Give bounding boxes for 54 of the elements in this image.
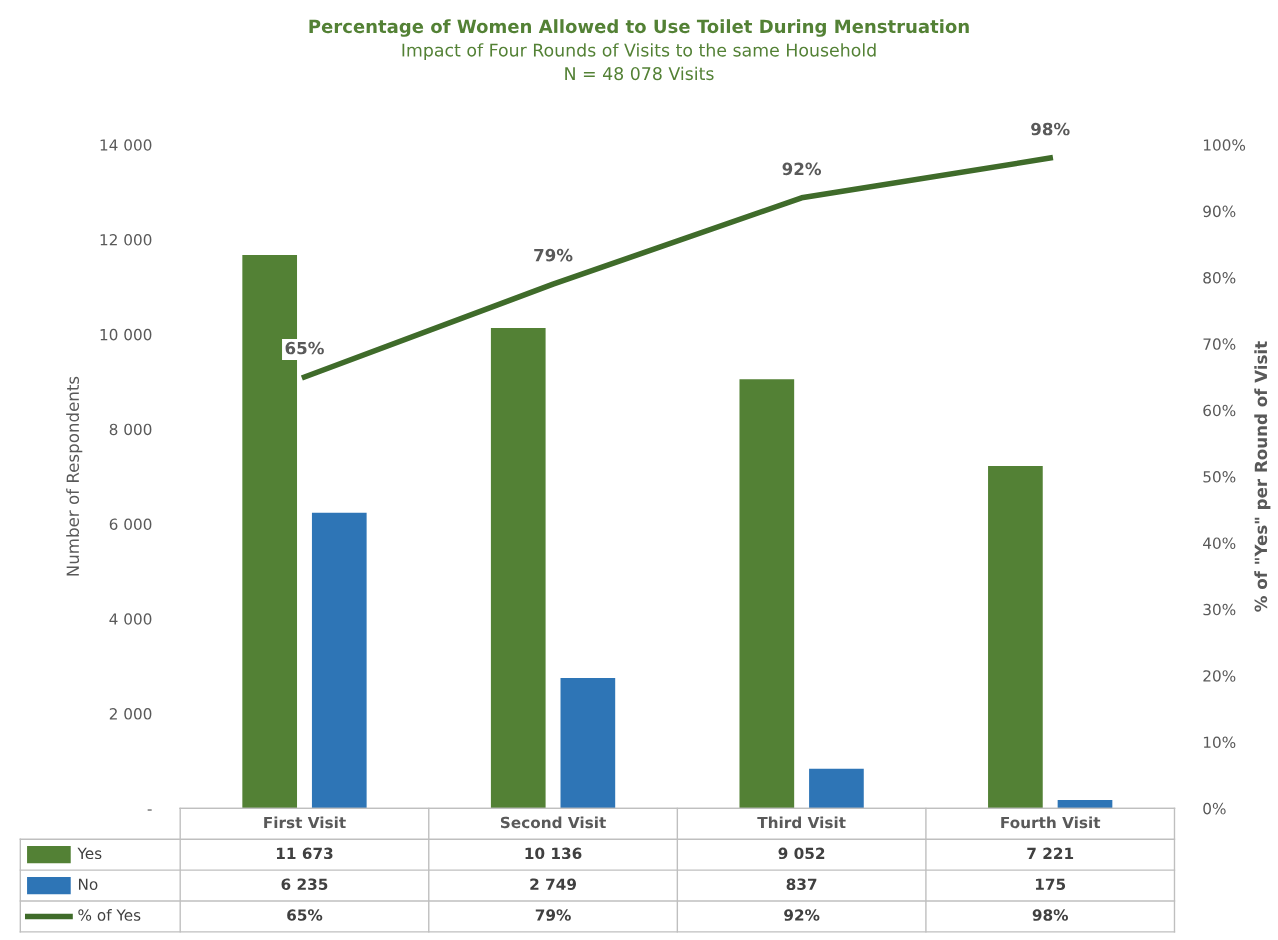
text: 79% <box>534 248 573 262</box>
y-axis-title: Number of Respondents <box>66 376 83 576</box>
bar <box>311 512 367 809</box>
data-label: 79% <box>535 909 571 921</box>
bar <box>739 379 795 809</box>
x-tick-label: Second Visit <box>500 816 606 829</box>
data-label: 11 673 <box>276 847 333 860</box>
y2-tick-label: 60% <box>1203 404 1236 417</box>
y2-tick-label: 20% <box>1203 670 1236 682</box>
y2-tick-label: 90% <box>1203 205 1236 218</box>
y2-tick-label: 70% <box>1203 338 1236 350</box>
y2-tick-label: 30% <box>1203 603 1236 616</box>
y2-axis-title: % of "Yes" per Round of Visit <box>1254 341 1271 612</box>
data-label: 65% <box>287 909 323 921</box>
y-tick-label: 12 000 <box>100 234 152 246</box>
y2-tick-label: 100% <box>1203 139 1246 151</box>
x-tick-label: First Visit <box>264 816 346 829</box>
text: 92% <box>782 162 822 176</box>
data-label: 2 749 <box>530 878 576 890</box>
text: 98% <box>1031 122 1070 136</box>
data-label: 837 <box>786 878 817 890</box>
chart-title: Percentage of Women Allowed to Use Toilet During Menstruation <box>309 19 969 37</box>
data-label: 9 052 <box>778 847 825 860</box>
legend-label: % of Yes <box>78 909 141 921</box>
data-label: 6 235 <box>281 878 328 890</box>
data-label: 7 221 <box>1027 847 1074 859</box>
y2-tick-label: 50% <box>1203 471 1236 483</box>
legend-label: Yes <box>77 847 102 860</box>
text: 65% <box>285 341 324 355</box>
text: N = 48 078 Visits <box>565 66 714 81</box>
y-tick-label: 10 000 <box>100 328 152 341</box>
x-tick-label: Fourth Visit <box>1001 816 1101 829</box>
y-tick-label: 6 000 <box>109 518 152 530</box>
y2-tick-label: 0% <box>1203 802 1226 815</box>
y-tick-label: 14 000 <box>100 139 152 151</box>
x-tick-label: Third Visit <box>757 816 846 829</box>
y2-tick-label: 10% <box>1203 736 1236 749</box>
y-tick-label: 8 000 <box>109 423 152 436</box>
y2-tick-label: 40% <box>1203 537 1236 549</box>
y2-tick-label: 80% <box>1203 271 1236 284</box>
bar <box>1057 800 1113 809</box>
chart-subtitle: Impact of Four Rounds of Visits to the same Household <box>402 43 876 61</box>
data-label: 92% <box>784 909 820 921</box>
y-tick-label: - <box>147 809 152 811</box>
data-label: 10 136 <box>525 847 582 860</box>
data-label: 175 <box>1035 878 1066 890</box>
bar <box>490 327 546 809</box>
bar <box>809 768 864 809</box>
y-tick-label: 2 000 <box>109 708 152 720</box>
legend-label: No <box>78 878 98 890</box>
bar <box>560 678 616 809</box>
bar <box>988 466 1043 809</box>
data-label: 98% <box>1032 909 1068 921</box>
y-tick-label: 4 000 <box>109 613 152 625</box>
